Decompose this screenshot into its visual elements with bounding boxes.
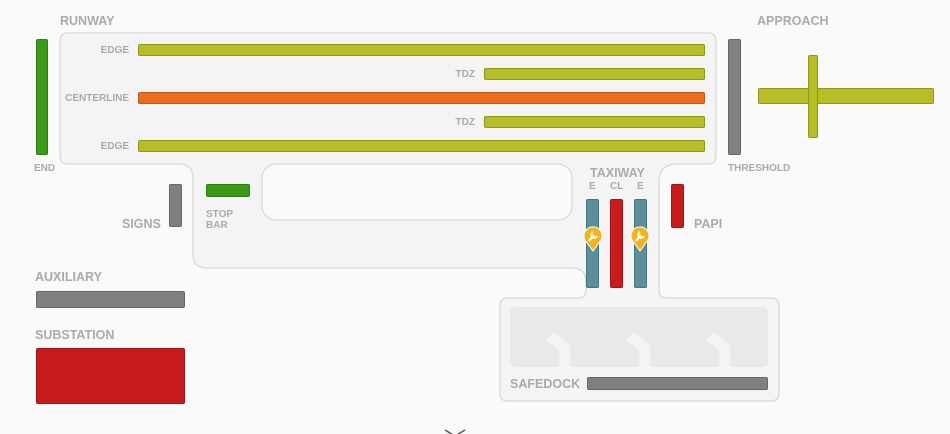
tdz-bottom-label: TDZ xyxy=(455,117,475,128)
safedock-label: SAFEDOCK xyxy=(510,377,581,391)
centerline-label: CENTERLINE xyxy=(65,93,129,104)
edge-bottom-label: EDGE xyxy=(100,141,129,152)
signs-bar[interactable] xyxy=(169,184,182,227)
threshold-bar[interactable] xyxy=(728,39,741,155)
end-bar[interactable] xyxy=(36,39,48,155)
substation-label: SUBSTATION xyxy=(35,328,115,342)
tdz-bottom-bar[interactable] xyxy=(484,116,705,128)
wrench-icon[interactable] xyxy=(582,224,604,252)
chevron-down-icon[interactable] xyxy=(444,429,466,434)
papi-bar[interactable] xyxy=(671,184,684,228)
signs-label: SIGNS xyxy=(122,217,161,231)
edge-top-label: EDGE xyxy=(100,45,129,56)
approach-title: APPROACH xyxy=(757,14,829,28)
approach-vertical-bar[interactable] xyxy=(808,55,818,138)
tdz-top-label: TDZ xyxy=(455,69,475,80)
safedock-bar[interactable] xyxy=(587,377,768,390)
approach-horizontal-bar[interactable] xyxy=(758,88,934,104)
auxiliary-label: AUXILIARY xyxy=(35,270,102,284)
taxiway-e1-label: E xyxy=(589,181,596,192)
stop-bar[interactable] xyxy=(206,184,250,197)
taxiway-centerline-bar[interactable] xyxy=(610,199,623,288)
taxiway-e2-label: E xyxy=(637,181,644,192)
stop-bar-label: STOP BAR xyxy=(206,209,234,231)
wrench-icon[interactable] xyxy=(629,224,651,252)
tdz-top-bar[interactable] xyxy=(484,68,705,80)
auxiliary-bar[interactable] xyxy=(36,291,185,308)
gate-icons xyxy=(546,331,731,367)
runway-title: RUNWAY xyxy=(60,14,115,28)
centerline-bar[interactable] xyxy=(138,92,705,104)
substation-block[interactable] xyxy=(36,348,185,404)
taxiway-title: TAXIWAY xyxy=(590,166,645,180)
edge-bottom-bar[interactable] xyxy=(138,140,705,152)
threshold-label: THRESHOLD xyxy=(728,163,791,174)
papi-label: PAPI xyxy=(694,217,723,231)
edge-top-bar[interactable] xyxy=(138,44,705,56)
taxiway-cl-label: CL xyxy=(610,181,624,192)
end-label: END xyxy=(34,163,56,174)
